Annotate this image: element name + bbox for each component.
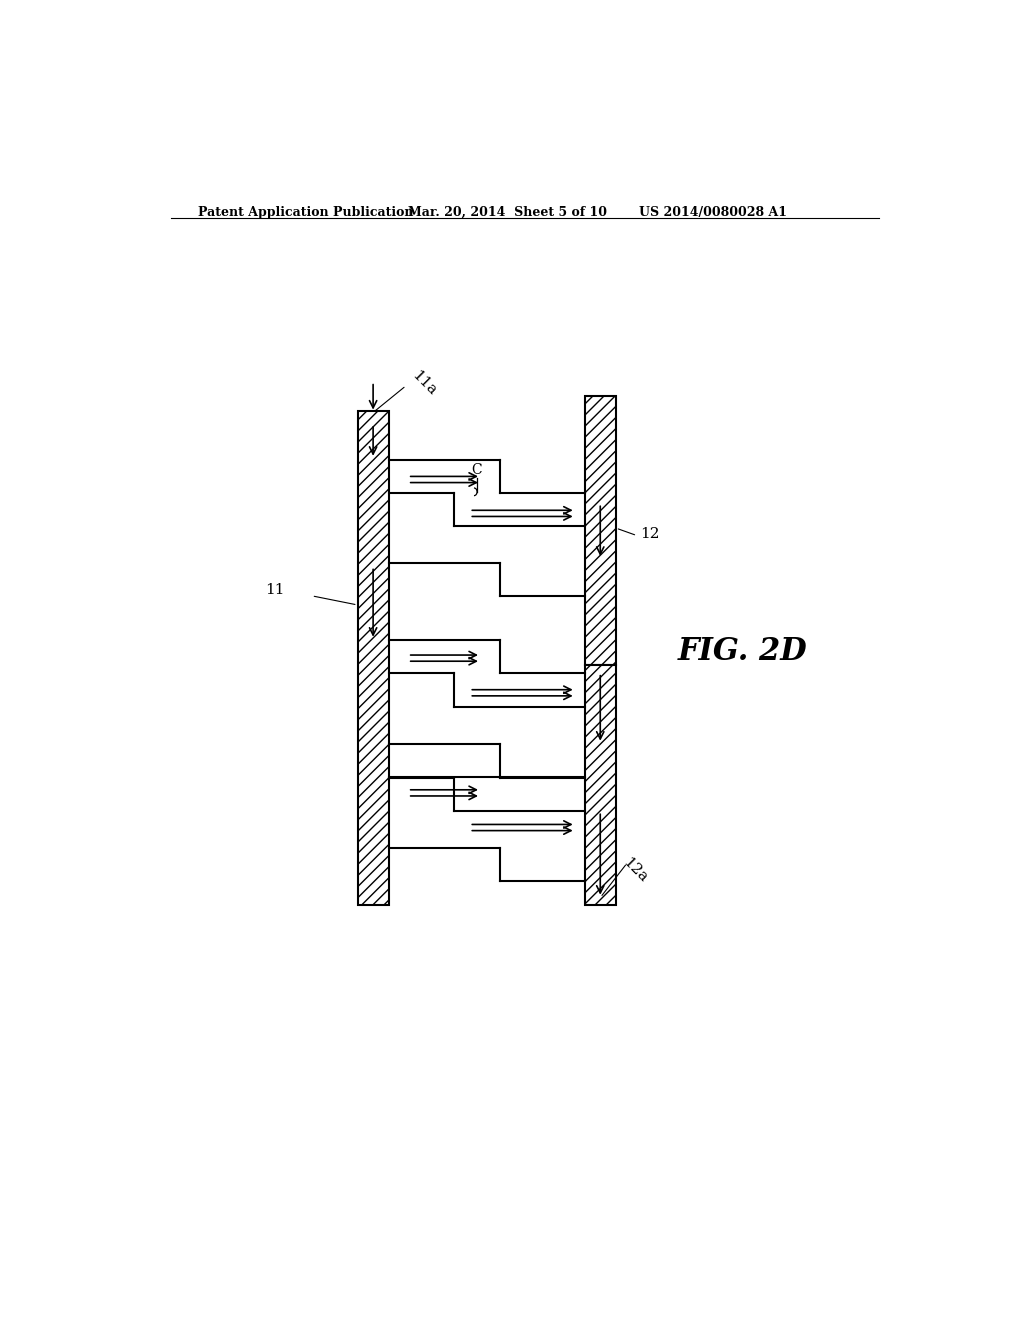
Text: 11: 11 <box>265 582 285 597</box>
Text: Patent Application Publication: Patent Application Publication <box>198 206 413 219</box>
Text: 11a: 11a <box>410 368 439 399</box>
Polygon shape <box>357 411 388 906</box>
Text: C: C <box>472 463 482 478</box>
Text: Mar. 20, 2014  Sheet 5 of 10: Mar. 20, 2014 Sheet 5 of 10 <box>408 206 607 219</box>
Polygon shape <box>585 396 615 665</box>
Text: FIG. 2D: FIG. 2D <box>677 636 807 667</box>
Polygon shape <box>585 665 615 906</box>
Text: 12: 12 <box>640 527 659 541</box>
Text: US 2014/0080028 A1: US 2014/0080028 A1 <box>639 206 786 219</box>
Text: 12a: 12a <box>620 855 649 886</box>
